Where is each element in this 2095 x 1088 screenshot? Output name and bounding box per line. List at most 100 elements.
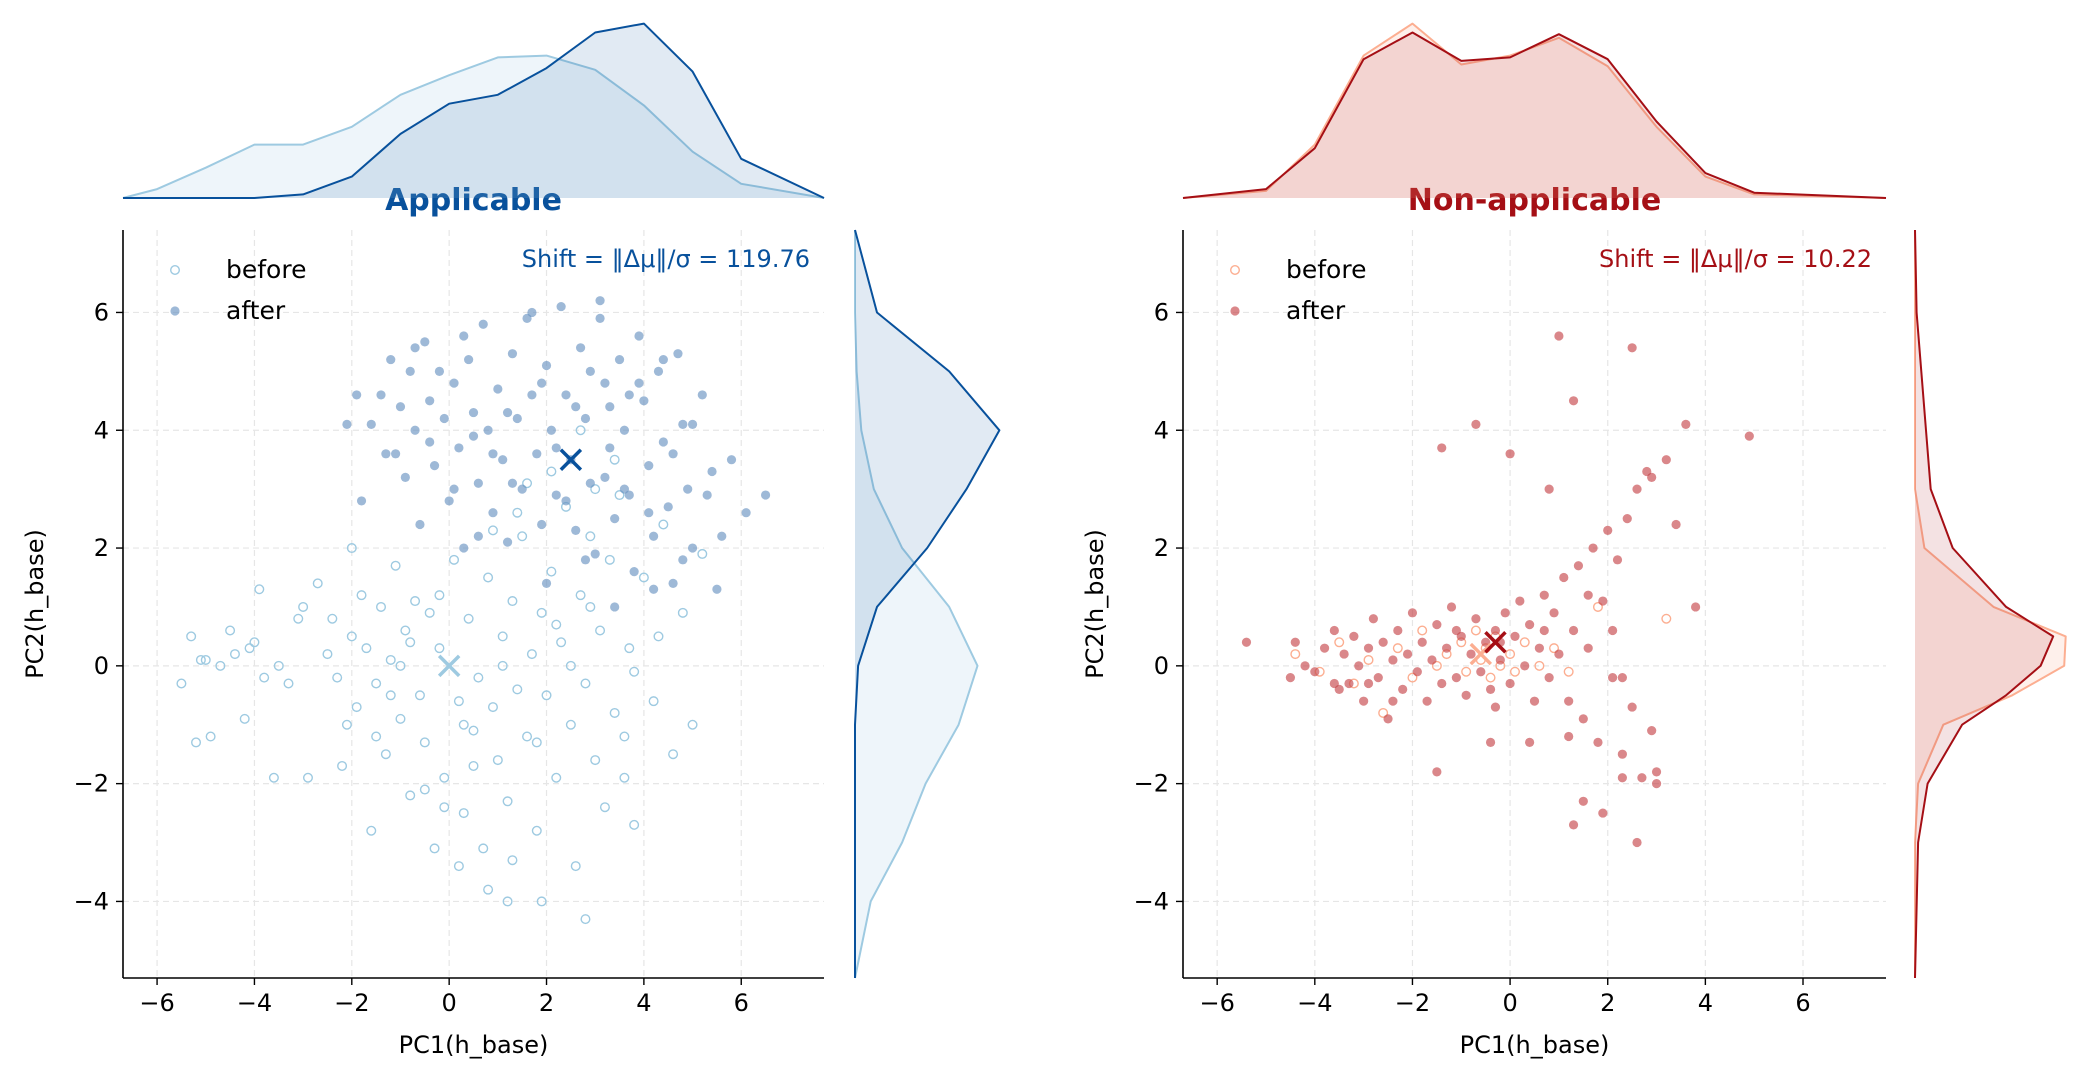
after-point: [1510, 631, 1520, 641]
before-point: [322, 649, 333, 660]
after-point: [420, 337, 430, 347]
after-point: [546, 425, 556, 435]
applicable-panel: −6 −4 −2 0 2 4 6 −4 −2 0 2 4 6 PC1(h_base) PC2(h_base)…: [21, 22, 1001, 1059]
after-point: [425, 396, 435, 406]
y-tick-label: 6: [94, 298, 109, 326]
after-point: [1588, 543, 1598, 553]
y-tick-label: 0: [1154, 652, 1169, 680]
before-point: [599, 802, 610, 813]
after-point: [1632, 484, 1642, 494]
before-point: [229, 649, 240, 660]
after-point: [639, 396, 649, 406]
before-point: [556, 637, 567, 648]
before-point: [526, 649, 537, 660]
after-point: [1437, 678, 1447, 689]
before-point: [1378, 707, 1389, 718]
after-point: [580, 555, 591, 565]
after-centroid-marker-stroke: [559, 448, 583, 471]
before-point: [449, 554, 460, 565]
after-point: [1525, 737, 1535, 748]
before-point: [410, 596, 421, 607]
after-point: [595, 313, 605, 323]
before-point: [619, 772, 630, 783]
after-point: [517, 484, 527, 494]
after-point: [1578, 796, 1588, 806]
before-point: [468, 725, 479, 736]
before-point: [507, 596, 518, 607]
after-point: [459, 331, 469, 341]
after-point: [1544, 673, 1554, 683]
before-point: [517, 531, 528, 542]
before-density-curve: [1182, 22, 1887, 199]
y-tick-label: 4: [94, 416, 109, 444]
right-marginal-density: [854, 229, 1001, 979]
before-point: [1392, 643, 1403, 654]
after-point: [1442, 643, 1452, 653]
before-point: [1334, 637, 1345, 648]
after-point: [619, 484, 630, 494]
after-point: [488, 449, 498, 459]
after-point: [575, 343, 586, 353]
legend-after-marker: [170, 306, 180, 316]
before-density-fill: [855, 230, 978, 978]
after-point: [1432, 767, 1442, 777]
before-point: [522, 731, 533, 742]
after-point: [541, 360, 552, 371]
after-point: [1583, 643, 1593, 653]
after-point: [1661, 455, 1671, 465]
after-point: [502, 537, 513, 547]
before-point: [1417, 625, 1428, 636]
after-point: [1329, 678, 1339, 689]
before-point: [536, 896, 547, 907]
before-point: [351, 702, 362, 713]
after-point: [1490, 625, 1501, 636]
after-point: [717, 531, 727, 541]
after-point: [644, 460, 654, 471]
after-point: [478, 319, 488, 329]
after-point: [502, 407, 513, 418]
after-density-curve: [854, 229, 1001, 978]
after-centroid-marker: [559, 448, 583, 471]
after-point: [537, 519, 547, 530]
shift-annotation: Shift = ‖Δμ‖/σ = 10.22: [1599, 245, 1872, 273]
after-point: [1627, 343, 1637, 353]
before-point: [424, 607, 435, 618]
after-point: [1544, 484, 1554, 494]
after-point: [1471, 614, 1481, 624]
before-point: [439, 772, 450, 783]
before-point: [1470, 625, 1481, 636]
after-point: [439, 413, 449, 424]
before-point: [658, 519, 669, 530]
after-point: [1612, 555, 1623, 565]
after-point: [1485, 737, 1496, 748]
after-point: [649, 531, 659, 541]
before-point: [434, 590, 445, 601]
after-point: [366, 419, 376, 429]
before-point: [293, 613, 304, 624]
after-point: [1559, 572, 1569, 583]
after-point: [760, 490, 771, 500]
before-point: [259, 672, 270, 683]
before-point: [487, 702, 498, 713]
y-tick-label: −2: [1134, 770, 1169, 798]
after-point: [532, 449, 542, 459]
after-point: [605, 443, 615, 453]
before-point: [371, 731, 382, 742]
after-point: [464, 354, 474, 365]
x-axis-label: PC1(h_base): [399, 1031, 549, 1059]
after-point: [1437, 443, 1447, 453]
after-point: [1319, 643, 1330, 653]
after-point: [434, 366, 445, 376]
after-point: [678, 419, 688, 429]
after-density-fill: [1915, 230, 2054, 978]
after-point: [1681, 419, 1691, 429]
y-tick-label: 4: [1154, 416, 1169, 444]
before-point: [1290, 649, 1301, 660]
x-tick-label: 0: [442, 989, 457, 1017]
before-point: [1485, 672, 1496, 683]
x-tick-label: −4: [237, 989, 272, 1017]
after-point: [1617, 673, 1627, 683]
after-point: [488, 508, 498, 518]
after-point: [381, 449, 391, 459]
x-tick-label: −2: [1395, 989, 1430, 1017]
